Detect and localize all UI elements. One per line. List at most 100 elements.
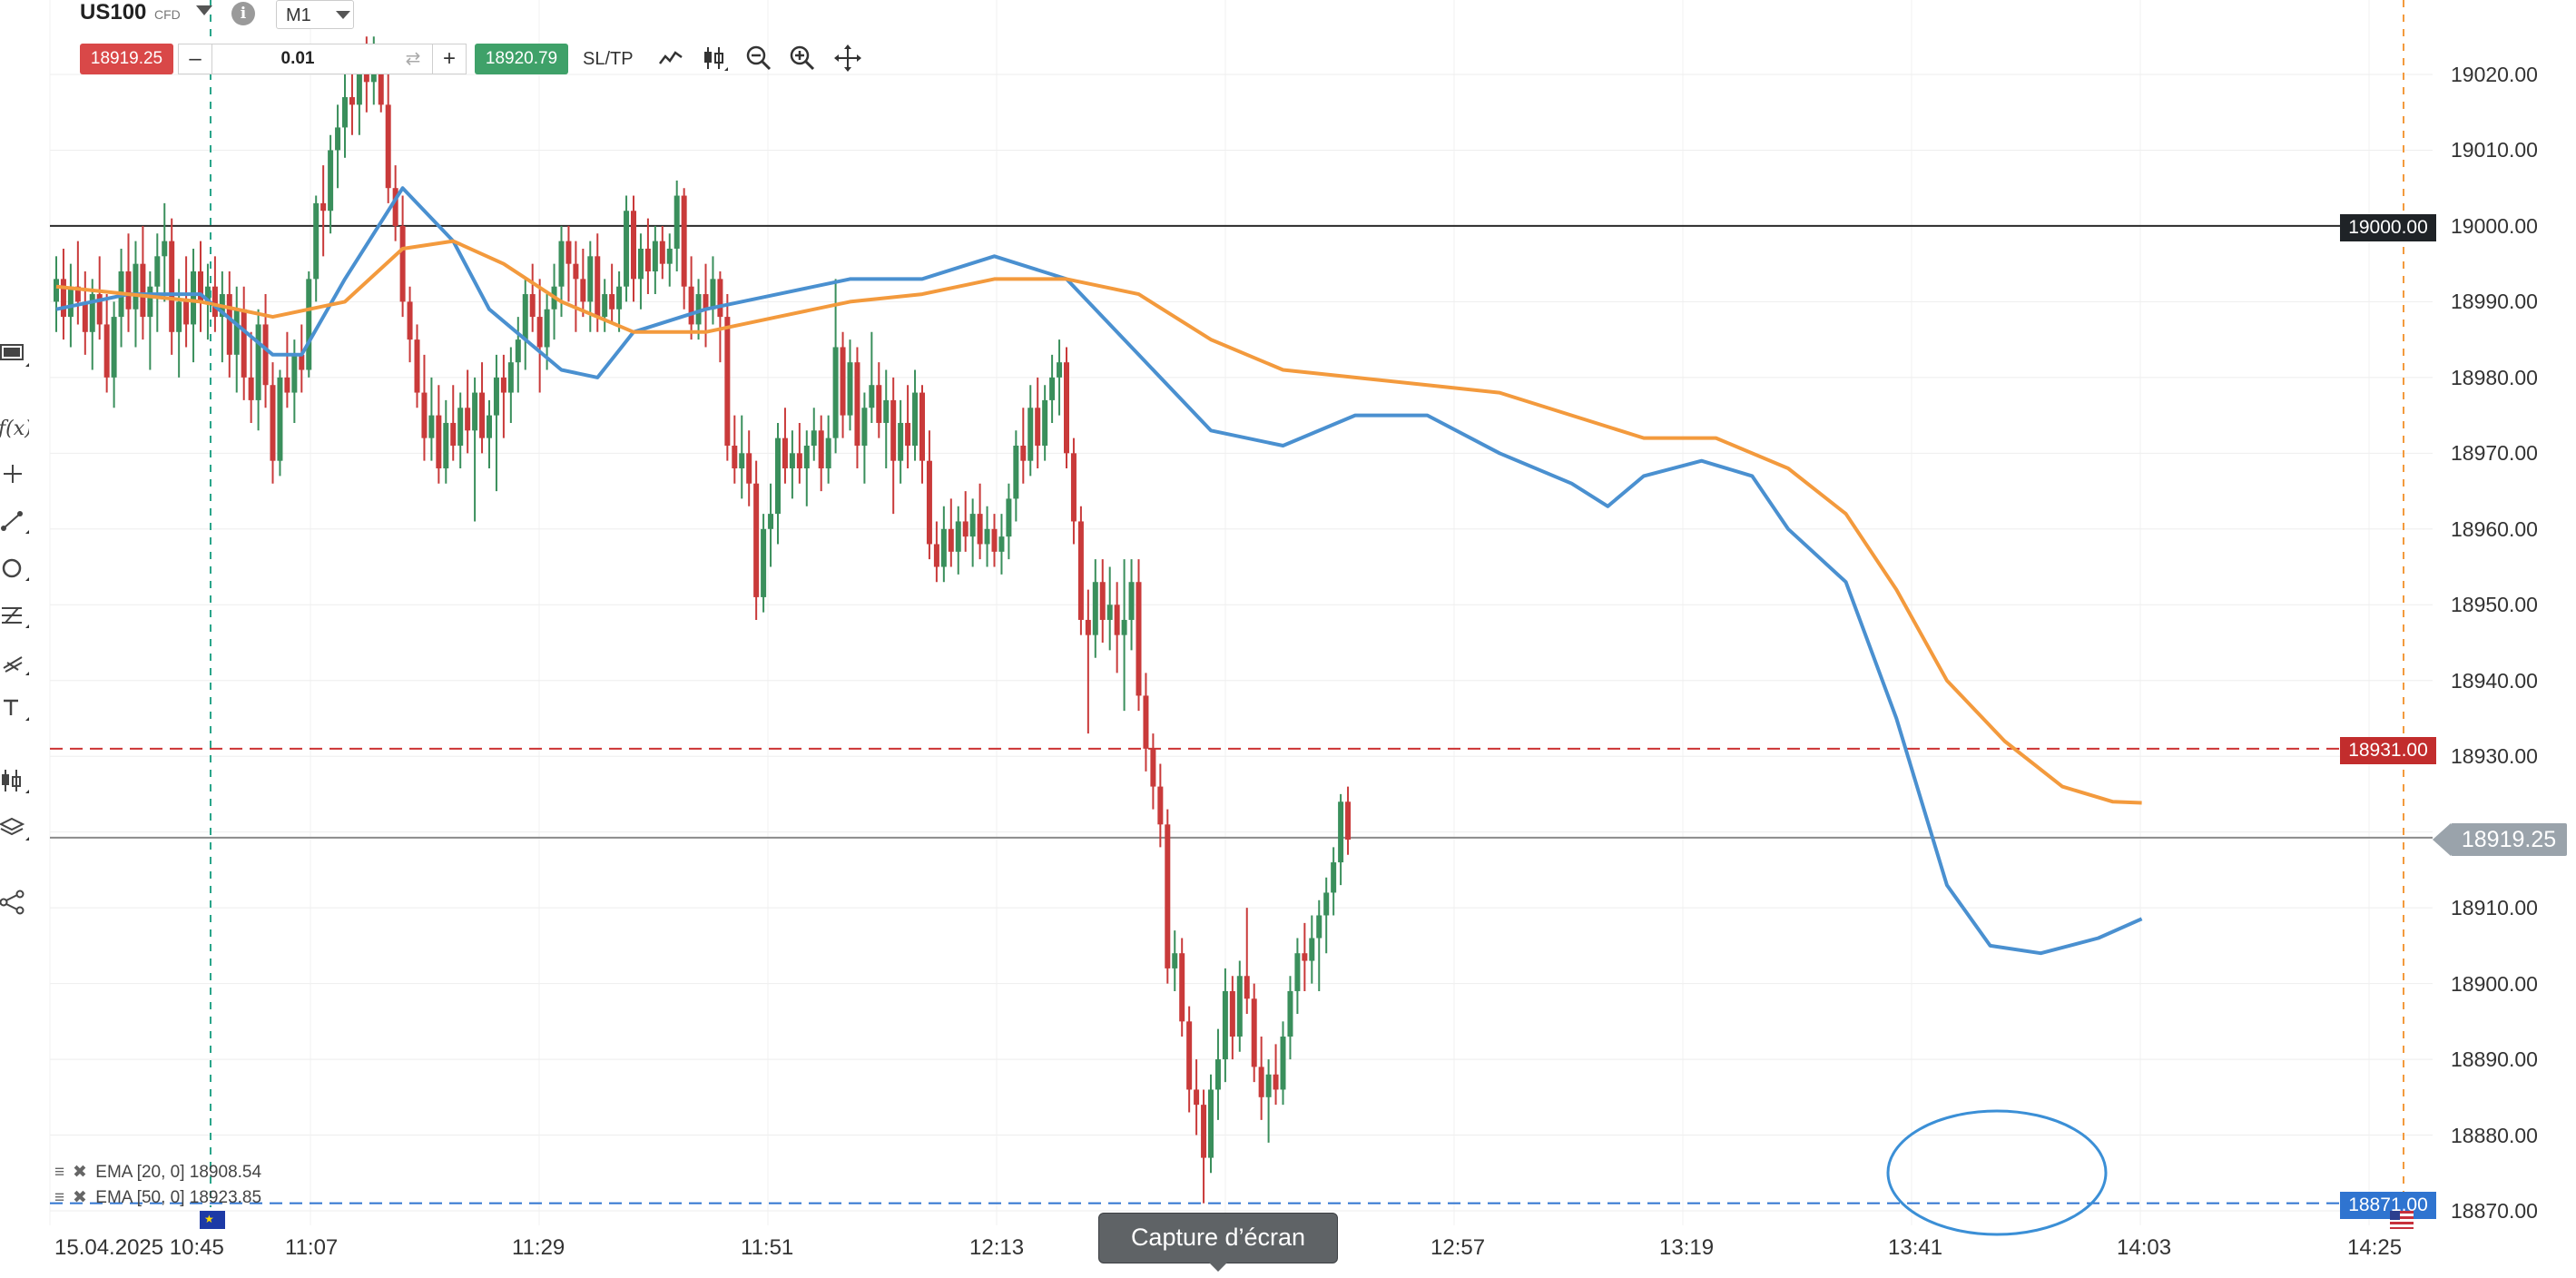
candle xyxy=(284,331,290,408)
candle xyxy=(54,256,59,332)
candle-body xyxy=(1229,990,1235,1037)
highlight-circle xyxy=(1886,1109,2108,1236)
candle-body xyxy=(436,415,442,469)
close-icon[interactable]: ✖ xyxy=(73,1163,87,1182)
candle xyxy=(1287,976,1293,1060)
line-chart-icon[interactable] xyxy=(655,42,688,74)
candle-body xyxy=(919,392,925,461)
candle xyxy=(1236,960,1243,1052)
candle-body xyxy=(739,453,745,469)
level-18871-tag[interactable]: 18871.00 xyxy=(2340,1192,2436,1219)
candle xyxy=(96,256,103,340)
candle xyxy=(472,377,478,522)
candle-body xyxy=(1265,1074,1272,1097)
share-icon[interactable] xyxy=(0,888,29,917)
sltp-button[interactable]: SL/TP xyxy=(583,49,634,69)
candle xyxy=(414,324,420,408)
swap-icon[interactable]: ⇄ xyxy=(405,49,421,69)
timeframe-caret-icon[interactable] xyxy=(336,11,350,19)
quantity-input[interactable]: 0.01 xyxy=(280,49,315,68)
candle-body xyxy=(191,271,197,325)
candle xyxy=(1136,559,1142,712)
candle-body xyxy=(241,309,247,378)
candle xyxy=(933,521,939,583)
indicators-icon[interactable] xyxy=(0,766,29,795)
candle xyxy=(125,233,132,332)
candle xyxy=(1201,1089,1207,1204)
candle xyxy=(796,422,802,484)
menu-icon[interactable]: ≡ xyxy=(54,1188,65,1207)
candle xyxy=(226,271,232,378)
candle xyxy=(299,324,305,393)
info-icon[interactable]: i xyxy=(231,2,255,25)
candle-body xyxy=(89,294,95,332)
circle-icon[interactable] xyxy=(0,554,29,583)
candle-body xyxy=(912,392,919,446)
zoom-out-icon[interactable] xyxy=(742,42,775,74)
candle xyxy=(522,279,528,370)
layers-icon[interactable] xyxy=(0,813,29,842)
buy-button[interactable]: 18920.79 xyxy=(475,44,568,74)
menu-icon[interactable]: ≡ xyxy=(54,1163,65,1182)
tooltip-pointer xyxy=(1207,1261,1229,1272)
candle xyxy=(1106,566,1113,651)
candle xyxy=(233,286,240,393)
legend-ema20[interactable]: ≡ ✖ EMA [20, 0] 18908.54 xyxy=(54,1162,261,1183)
candle xyxy=(1222,968,1228,1083)
candle-body xyxy=(847,362,853,416)
candle-body xyxy=(1128,582,1135,620)
candle xyxy=(652,225,658,295)
candle-body xyxy=(248,377,254,400)
sell-button[interactable]: 18919.25 xyxy=(80,44,173,74)
close-icon[interactable]: ✖ xyxy=(73,1188,87,1207)
symbol-name[interactable]: US100 xyxy=(80,0,147,25)
zoom-in-icon[interactable] xyxy=(786,42,819,74)
timeframe-select[interactable]: M1 xyxy=(276,0,354,29)
candle-body xyxy=(1165,824,1171,968)
candlestick-icon[interactable] xyxy=(699,42,732,74)
candle xyxy=(724,294,731,461)
level-18931-tag[interactable]: 18931.00 xyxy=(2340,737,2436,764)
candle-body xyxy=(1273,1074,1279,1090)
candle xyxy=(739,415,745,499)
candle xyxy=(270,362,276,484)
eu-flag-icon[interactable]: ★ xyxy=(200,1211,225,1229)
candle-body xyxy=(211,286,218,318)
crosshair-icon[interactable] xyxy=(0,459,29,488)
legend-ema50-value: 18923.85 xyxy=(189,1188,262,1207)
candle xyxy=(515,317,521,393)
function-icon[interactable]: f(x) xyxy=(0,413,29,442)
move-icon[interactable] xyxy=(831,42,864,74)
candle-body xyxy=(1236,976,1243,1037)
fibonacci-icon[interactable] xyxy=(0,601,29,630)
price-axis[interactable]: 18870.00 18880.00 18890.00 18900.00 18910.00… xyxy=(2433,0,2576,1253)
increase-quantity-button[interactable]: + xyxy=(432,44,466,74)
candle-body xyxy=(270,385,276,461)
candle xyxy=(1265,1059,1272,1143)
candle-body xyxy=(1143,695,1149,749)
legend-ema50[interactable]: ≡ ✖ EMA [50, 0] 18923.85 xyxy=(54,1187,261,1208)
decrease-quantity-button[interactable]: – xyxy=(179,44,212,74)
candle-body xyxy=(991,528,998,552)
candle-body xyxy=(977,514,983,545)
screen-icon[interactable] xyxy=(0,339,29,369)
candle-body xyxy=(507,362,514,393)
candle xyxy=(335,104,341,189)
time-tick-label: 11:07 xyxy=(285,1235,339,1260)
candle-body xyxy=(573,263,579,280)
line-draw-icon[interactable] xyxy=(0,506,29,536)
pitchfork-icon[interactable] xyxy=(0,648,29,677)
candle-body xyxy=(1179,953,1185,1022)
level-19000-tag[interactable]: 19000.00 xyxy=(2340,214,2436,241)
candle-body xyxy=(1294,953,1301,991)
candle xyxy=(768,483,774,567)
text-icon[interactable] xyxy=(0,693,29,723)
chevron-down-icon[interactable] xyxy=(196,5,212,15)
candle-body xyxy=(385,104,391,189)
candle xyxy=(1114,582,1120,673)
candle-body xyxy=(1222,990,1228,1060)
candle xyxy=(919,385,925,484)
us-flag-icon[interactable] xyxy=(2390,1211,2414,1229)
candle-body xyxy=(60,279,66,318)
